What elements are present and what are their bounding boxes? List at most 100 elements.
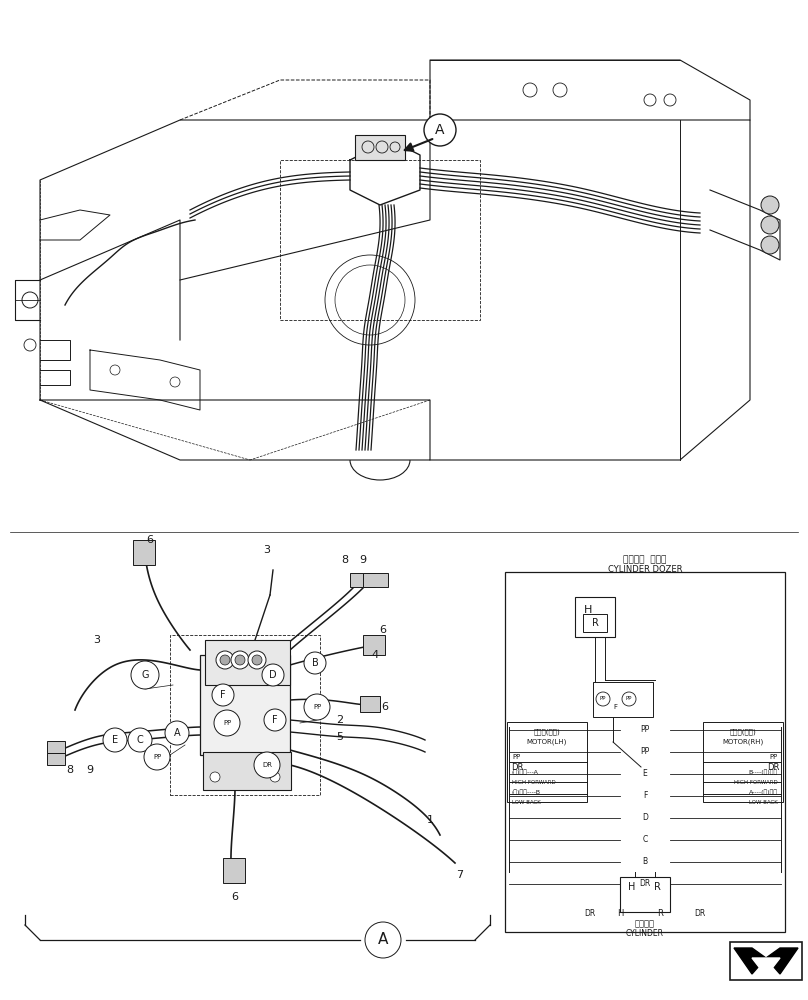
Bar — [350, 573, 375, 587]
Text: PP: PP — [153, 754, 161, 760]
Circle shape — [365, 922, 401, 958]
Text: DR: DR — [767, 762, 779, 772]
Text: C: C — [642, 836, 648, 844]
Text: F: F — [643, 792, 647, 800]
Circle shape — [252, 655, 262, 665]
Bar — [205, 640, 290, 685]
Bar — [507, 722, 587, 802]
Text: 8: 8 — [342, 555, 348, 565]
Text: DR: DR — [639, 880, 650, 888]
Circle shape — [216, 651, 234, 669]
Text: シリンダ: シリンダ — [635, 920, 655, 928]
Bar — [620, 877, 670, 912]
Text: PP: PP — [770, 754, 778, 760]
Circle shape — [128, 728, 152, 752]
Text: CYLINDER: CYLINDER — [626, 930, 664, 938]
Text: 9: 9 — [360, 555, 367, 565]
Text: A: A — [436, 123, 444, 137]
Circle shape — [165, 721, 189, 745]
Circle shape — [304, 694, 330, 720]
Text: B: B — [312, 658, 318, 668]
Text: 6: 6 — [380, 625, 386, 635]
Text: 6: 6 — [232, 892, 238, 902]
Text: E: E — [642, 770, 647, 778]
Circle shape — [214, 710, 240, 736]
Text: PP: PP — [512, 754, 520, 760]
Text: 9: 9 — [86, 765, 94, 775]
Circle shape — [596, 692, 610, 706]
Text: モータ(左側): モータ(左側) — [533, 729, 561, 735]
Text: E: E — [112, 735, 118, 745]
Circle shape — [761, 236, 779, 254]
Text: DR: DR — [584, 910, 595, 918]
Text: H: H — [629, 882, 636, 892]
Text: LOW BACK: LOW BACK — [749, 800, 778, 804]
Bar — [505, 572, 785, 932]
Text: C: C — [137, 735, 143, 745]
Bar — [730, 942, 802, 980]
Text: A----(下)低速: A----(下)低速 — [749, 789, 778, 795]
Bar — [583, 614, 607, 632]
Text: F: F — [613, 704, 617, 710]
Text: PP: PP — [641, 726, 650, 734]
Circle shape — [264, 709, 286, 731]
Polygon shape — [734, 948, 766, 974]
Text: モータ(右側): モータ(右側) — [730, 729, 756, 735]
Text: A: A — [378, 932, 388, 948]
Text: 8: 8 — [66, 765, 74, 775]
Circle shape — [231, 651, 249, 669]
Bar — [593, 682, 653, 717]
Bar — [223, 858, 245, 883]
Bar — [575, 597, 615, 637]
Text: HIGH FORWARD: HIGH FORWARD — [512, 780, 556, 784]
Text: MOTOR(RH): MOTOR(RH) — [722, 739, 764, 745]
Text: PP: PP — [313, 704, 321, 710]
Text: MOTOR(LH): MOTOR(LH) — [527, 739, 567, 745]
Bar — [203, 752, 291, 790]
Text: D: D — [269, 670, 277, 680]
Polygon shape — [752, 958, 780, 976]
Text: 6: 6 — [381, 702, 389, 712]
Bar — [170, 635, 320, 795]
Text: H: H — [584, 605, 592, 615]
Text: CYLINDER DOZER: CYLINDER DOZER — [608, 566, 682, 574]
Bar — [363, 635, 385, 655]
Circle shape — [212, 684, 234, 706]
Text: R: R — [591, 618, 599, 628]
Bar — [703, 722, 783, 802]
Text: 1: 1 — [427, 815, 434, 825]
Circle shape — [761, 216, 779, 234]
Circle shape — [144, 744, 170, 770]
Text: (下)低速----B: (下)低速----B — [512, 789, 541, 795]
Text: G: G — [141, 670, 149, 680]
Text: A: A — [174, 728, 180, 738]
Circle shape — [262, 664, 284, 686]
Bar — [280, 160, 480, 320]
Text: PP: PP — [600, 696, 606, 702]
Circle shape — [220, 655, 230, 665]
Text: (上)高速---A: (上)高速---A — [512, 769, 539, 775]
Text: H: H — [617, 910, 623, 918]
Text: R: R — [657, 910, 663, 918]
Text: B----(上)高速: B----(上)高速 — [749, 769, 778, 775]
Bar — [360, 696, 380, 712]
Text: PP: PP — [625, 696, 632, 702]
Bar — [200, 655, 290, 755]
Circle shape — [103, 728, 127, 752]
Circle shape — [622, 692, 636, 706]
Bar — [363, 573, 388, 587]
Bar — [47, 753, 65, 765]
Circle shape — [235, 655, 245, 665]
Text: F: F — [272, 715, 278, 725]
Text: PP: PP — [641, 748, 650, 756]
Text: F: F — [221, 690, 225, 700]
Text: DR: DR — [262, 762, 272, 768]
Text: 5: 5 — [336, 732, 343, 742]
Text: DR: DR — [511, 762, 524, 772]
Text: シリンダ  ドーザ: シリンダ ドーザ — [623, 556, 667, 564]
Text: 7: 7 — [457, 870, 464, 880]
Text: DR: DR — [694, 910, 705, 918]
Circle shape — [254, 752, 280, 778]
Text: 3: 3 — [94, 635, 100, 645]
Circle shape — [424, 114, 456, 146]
